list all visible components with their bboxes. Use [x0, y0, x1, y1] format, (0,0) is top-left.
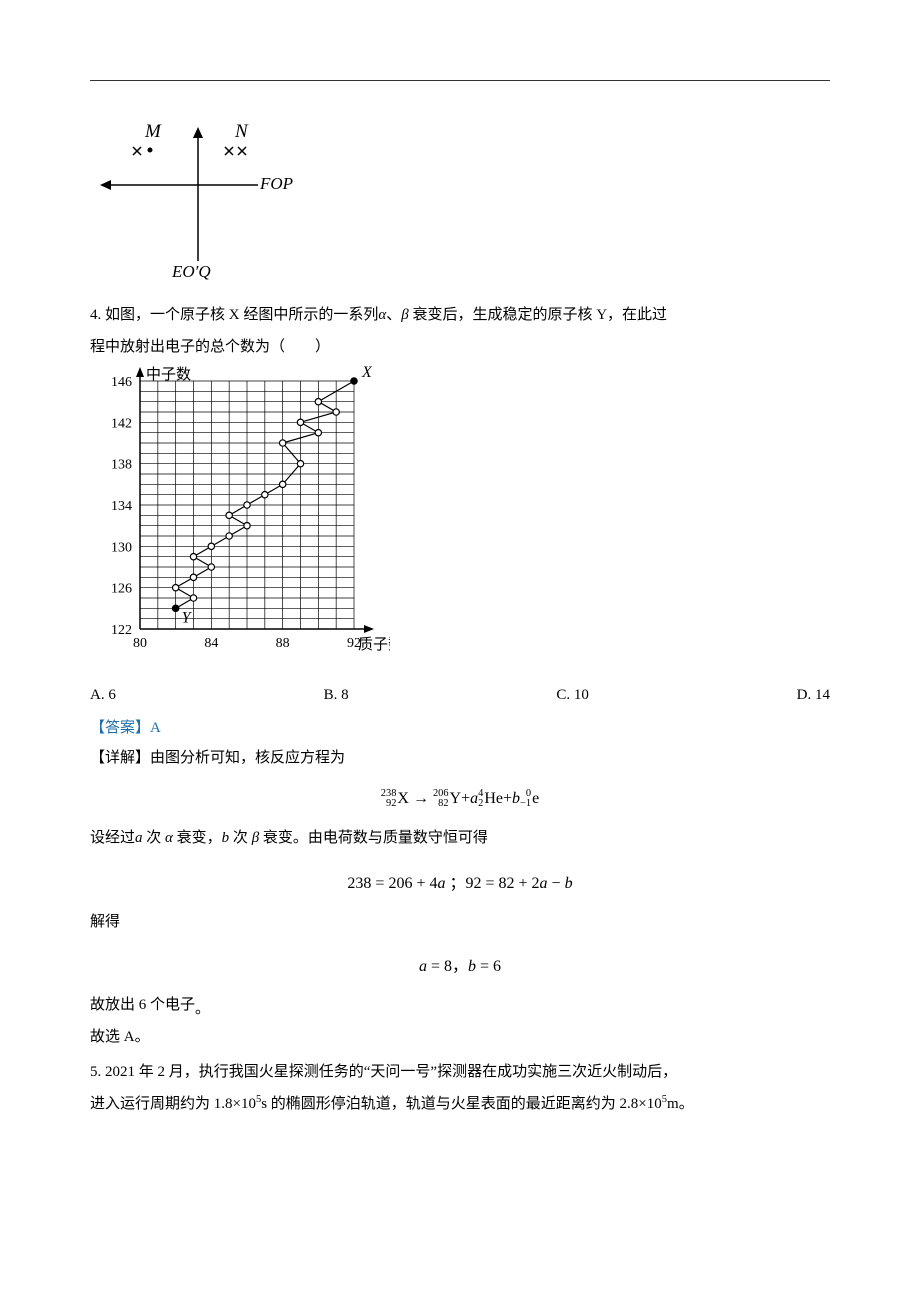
mid2: 次	[143, 830, 166, 846]
svg-text:84: 84	[204, 636, 218, 651]
figure-q4-chart: 80848892122126130134138142146质子数中子数YX	[90, 363, 830, 668]
mid-alpha: α	[165, 830, 173, 846]
q4-answer-line: 【答案】A	[90, 716, 830, 737]
svg-text:142: 142	[111, 416, 132, 431]
svg-text:Y: Y	[182, 609, 193, 626]
q4-conclusion-1: 故放出 6 个电子。	[90, 990, 830, 1022]
q4-solve-label: 解得	[90, 907, 830, 939]
mid5: 衰变。由电荷数与质量数守恒可得	[259, 830, 488, 846]
svg-text:EO′Q: EO′Q	[171, 262, 211, 281]
svg-text:FOP: FOP	[259, 174, 293, 193]
figure-q3-diagram: M N FOP EO′Q	[90, 103, 830, 288]
q4-text-3: 程中放射出电子的总个数为（ ）	[90, 339, 330, 355]
q4-option-d: D. 14	[797, 680, 830, 710]
svg-text:80: 80	[133, 636, 147, 651]
svg-text:中子数: 中子数	[146, 366, 191, 383]
q4-text-2: 衰变后，生成稳定的原子核 Y，在此过	[409, 307, 667, 323]
svg-text:126: 126	[111, 582, 132, 597]
var-a: a	[135, 830, 143, 846]
q4-equation-1: 23892X → 20682Y+a42He+b0−1e	[90, 789, 830, 810]
explanation-intro-text: 由图分析可知，核反应方程为	[150, 750, 345, 766]
q5-line1: 2021 年 2 月，执行我国火星探测任务的“天问一号”探测器在成功实施三次近火…	[105, 1064, 677, 1080]
q4-explanation-mid: 设经过a 次 α 衰变，b 次 β 衰变。由电荷数与质量数守恒可得	[90, 823, 830, 855]
mid1: 设经过	[90, 830, 135, 846]
q5-number: 5.	[90, 1064, 105, 1080]
q4-conclusion-2: 故选 A。	[90, 1022, 830, 1054]
q4-equation-2: 238 = 206 + 4a ；92 = 82 + 2a − b	[90, 869, 830, 893]
concl1: 故放出 6 个电子	[90, 997, 195, 1013]
q4-number: 4.	[90, 307, 105, 323]
q5-line2b: s 的椭圆形停泊轨道，轨道与火星表面的最近距离约为 2.8×10	[261, 1096, 662, 1112]
q5-line2a: 进入运行周期约为 1.8×10	[90, 1096, 256, 1112]
q4-stem: 4. 如图，一个原子核 X 经图中所示的一系列α、β 衰变后，生成稳定的原子核 …	[90, 300, 830, 363]
q4-sep: 、	[386, 307, 401, 323]
q4-explanation-intro: 【详解】由图分析可知，核反应方程为	[90, 743, 830, 775]
explanation-label: 【详解】	[90, 750, 150, 766]
q4-text-1: 如图，一个原子核 X 经图中所示的一系列	[105, 307, 378, 323]
svg-text:质子数: 质子数	[358, 636, 390, 653]
q5-stem: 5. 2021 年 2 月，执行我国火星探测任务的“天问一号”探测器在成功实施三…	[90, 1057, 830, 1120]
q4-beta: β	[401, 307, 408, 323]
q4-options: A. 6 B. 8 C. 10 D. 14	[90, 680, 830, 710]
answer-label: 【答案】	[90, 720, 150, 736]
q4-answer-value: A	[150, 720, 161, 736]
period-icon: 。	[195, 1001, 210, 1017]
svg-text:134: 134	[111, 499, 132, 514]
q5-line2c: m。	[667, 1096, 694, 1112]
svg-text:130: 130	[111, 540, 132, 555]
q4-equation-3: a = 8，b = 6	[90, 952, 830, 976]
svg-text:146: 146	[111, 375, 132, 390]
top-divider	[90, 80, 830, 81]
q4-option-c: C. 10	[556, 680, 589, 710]
svg-text:138: 138	[111, 458, 132, 473]
mid3: 衰变，	[173, 830, 222, 846]
q4-option-a: A. 6	[90, 680, 116, 710]
svg-text:X: X	[361, 364, 373, 381]
svg-text:88: 88	[276, 636, 290, 651]
mid4: 次	[229, 830, 252, 846]
q4-option-b: B. 8	[324, 680, 349, 710]
svg-text:122: 122	[111, 623, 132, 638]
svg-text:N: N	[234, 121, 249, 142]
svg-text:M: M	[144, 121, 162, 142]
